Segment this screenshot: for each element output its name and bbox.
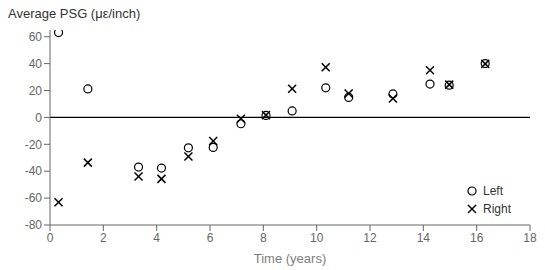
svg-text:0: 0 [47, 231, 54, 245]
html-text:Right: Right [483, 202, 511, 216]
svg-text:18: 18 [523, 231, 537, 245]
html-text:Left: Left [483, 184, 503, 198]
svg-text:-40: -40 [25, 164, 43, 178]
svg-text:-80: -80 [25, 218, 43, 232]
svg-text:40: 40 [29, 57, 43, 71]
svg-text:12: 12 [363, 231, 377, 245]
svg-text:4: 4 [153, 231, 160, 245]
svg-text:20: 20 [29, 84, 43, 98]
svg-text:0: 0 [35, 111, 42, 125]
svg-text:6: 6 [207, 231, 214, 245]
svg-text:2: 2 [100, 231, 107, 245]
html-text:Average PSG (με/inch): Average PSG (με/inch) [8, 6, 141, 21]
svg-text:60: 60 [29, 30, 43, 44]
svg-text:-60: -60 [25, 191, 43, 205]
svg-text:16: 16 [470, 231, 484, 245]
svg-text:10: 10 [310, 231, 324, 245]
svg-text:8: 8 [260, 231, 267, 245]
svg-text:-20: -20 [25, 138, 43, 152]
svg-text:Time (years): Time (years) [254, 251, 326, 266]
svg-text:14: 14 [417, 231, 431, 245]
